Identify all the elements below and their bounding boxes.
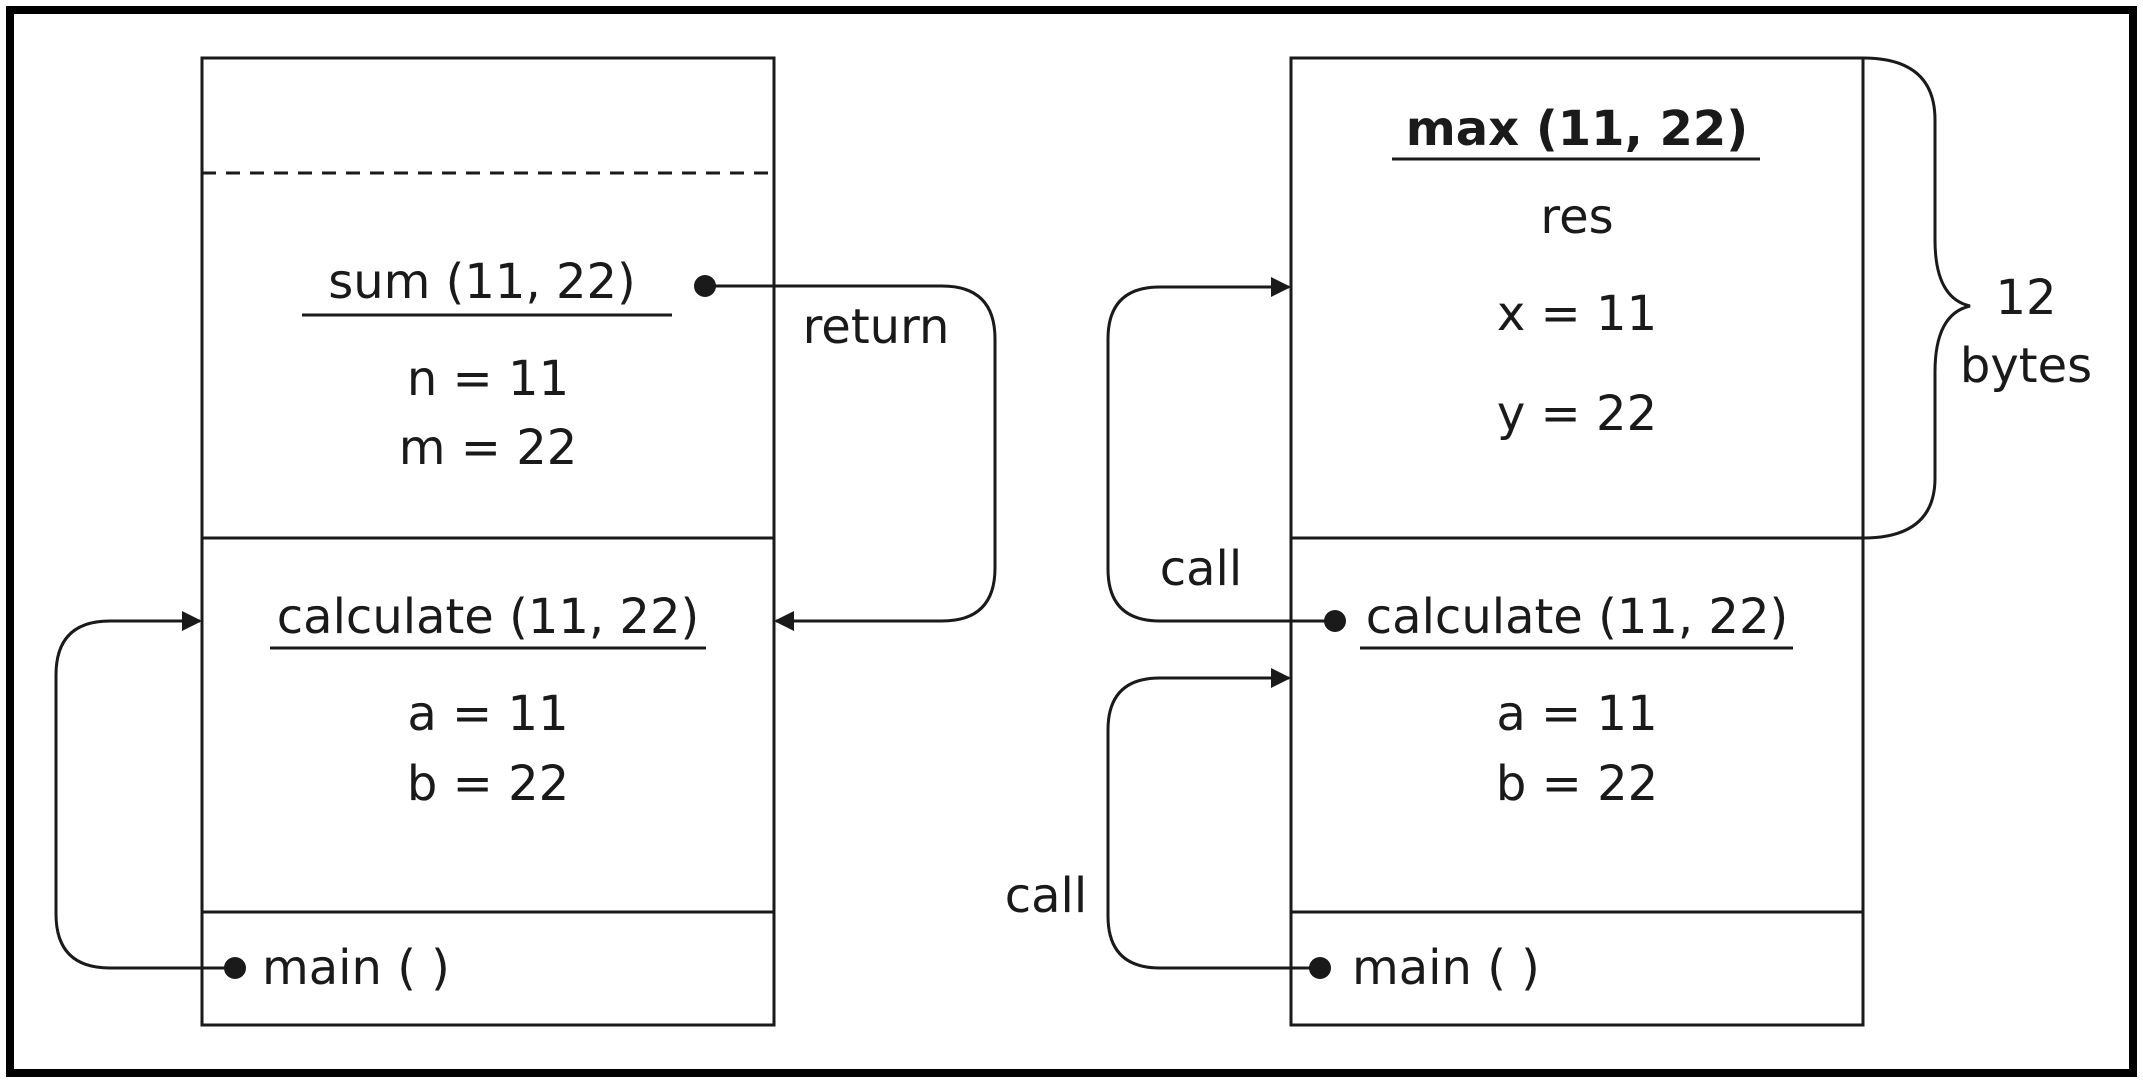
- calculate-frame-left-title: calculate (11, 22): [277, 589, 699, 645]
- main-frame-right-title: main ( ): [1352, 940, 1540, 996]
- return-label: return: [803, 299, 950, 355]
- calculate-frame-right-var-b: b = 22: [1496, 756, 1658, 812]
- calculate-frame-right-var-a: a = 11: [1496, 686, 1657, 742]
- calculate-frame-right-title: calculate (11, 22): [1366, 589, 1788, 645]
- return-arrow: [705, 284, 997, 631]
- sum-frame: sum (11, 22) n = 11 m = 22: [302, 254, 672, 476]
- max-frame-title: max (11, 22): [1406, 101, 1749, 157]
- frame-size-unit: bytes: [1960, 338, 2092, 394]
- sum-frame-title: sum (11, 22): [328, 254, 636, 310]
- lower-call-label: call: [1005, 868, 1087, 924]
- right-stack-box: [1289, 56, 1865, 1027]
- lower-call-arrow: [1106, 668, 1320, 970]
- frame-size-brace: [1862, 56, 1971, 540]
- calculate-frame-left: calculate (11, 22) a = 11 b = 22: [270, 589, 706, 812]
- main-frame-right: main ( ): [1309, 940, 1540, 996]
- sum-frame-var-m: m = 22: [399, 420, 578, 476]
- left-call-arrow: [54, 611, 235, 970]
- sum-frame-var-n: n = 11: [407, 351, 569, 407]
- upper-call-label: call: [1160, 541, 1242, 597]
- max-frame-var-x: x = 11: [1497, 286, 1657, 342]
- outer-border: [6, 6, 2137, 1077]
- right-stack: max (11, 22) res x = 11 y = 22 calculate…: [1005, 56, 2092, 1027]
- max-frame: max (11, 22) res x = 11 y = 22: [1392, 101, 1760, 442]
- main-frame-left-title: main ( ): [262, 940, 450, 996]
- frame-size-value: 12: [1995, 270, 2056, 326]
- upper-call-arrow: [1106, 277, 1335, 623]
- max-frame-var-y: y = 22: [1497, 386, 1657, 442]
- left-stack-box: [200, 56, 776, 1027]
- calculate-frame-right: calculate (11, 22) a = 11 b = 22: [1324, 589, 1793, 812]
- left-stack: sum (11, 22) n = 11 m = 22 calculate (11…: [54, 56, 997, 1027]
- max-frame-var-res: res: [1540, 189, 1613, 245]
- main-frame-left: main ( ): [224, 940, 450, 996]
- calculate-frame-left-var-b: b = 22: [407, 756, 569, 812]
- calculate-frame-left-var-a: a = 11: [407, 686, 568, 742]
